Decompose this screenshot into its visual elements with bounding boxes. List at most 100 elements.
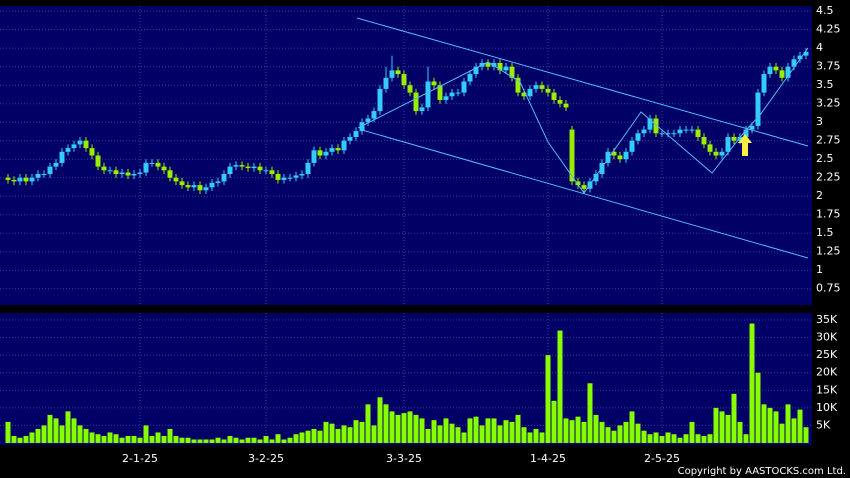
- candle-body: [629, 140, 635, 152]
- candle-body: [659, 133, 665, 135]
- candle-body: [179, 181, 185, 186]
- candle-body: [413, 92, 419, 112]
- volume-bar: [203, 439, 209, 443]
- volume-bar: [515, 414, 521, 443]
- y-tick-label: 3.75: [816, 60, 841, 73]
- volume-bar: [455, 427, 461, 443]
- candle-body: [575, 181, 581, 186]
- volume-bar: [53, 418, 59, 443]
- candle-body: [755, 92, 761, 126]
- candle-body: [569, 129, 575, 182]
- volume-bar: [479, 425, 485, 443]
- volume-bar: [77, 425, 83, 443]
- volume-bar: [197, 439, 203, 443]
- candle-body: [281, 177, 287, 180]
- volume-bar: [89, 432, 95, 443]
- volume-bar: [719, 411, 725, 443]
- volume-bar: [785, 404, 791, 443]
- candle-body: [791, 59, 797, 67]
- volume-bar: [263, 435, 269, 443]
- candle-body: [461, 81, 467, 93]
- volume-bar: [389, 411, 395, 443]
- volume-bar: [431, 420, 437, 443]
- signal-arrow: [738, 134, 752, 156]
- candle-body: [467, 74, 473, 82]
- candle-body: [437, 85, 443, 100]
- volume-bar: [347, 427, 353, 443]
- candle-body: [371, 111, 377, 119]
- candle-body: [305, 162, 311, 175]
- volume-bar: [803, 427, 809, 443]
- candle-body: [89, 148, 95, 156]
- candle-body: [761, 74, 767, 93]
- candle-body: [725, 136, 731, 152]
- candle-body: [341, 140, 347, 151]
- candle-body: [395, 70, 401, 75]
- volume-bar: [353, 420, 359, 443]
- candle-body: [131, 174, 137, 176]
- volume-bar: [365, 404, 371, 443]
- candle-body: [443, 96, 449, 100]
- volume-bar: [581, 421, 587, 443]
- candle-body: [509, 66, 515, 78]
- candle-body: [497, 62, 503, 71]
- volume-bar: [101, 435, 107, 443]
- candle-body: [197, 185, 203, 191]
- candle-body: [353, 131, 359, 137]
- volume-bar: [341, 425, 347, 443]
- candle-body: [635, 133, 641, 141]
- volume-bar: [257, 439, 263, 443]
- volume-bar: [737, 421, 743, 443]
- volume-tick-label: 30K: [816, 331, 838, 344]
- candle-body: [263, 170, 269, 172]
- volume-bar: [425, 428, 431, 443]
- candle-body: [749, 125, 755, 130]
- volume-bar: [221, 439, 227, 443]
- volume-bar: [317, 430, 323, 443]
- candle-body: [311, 150, 317, 163]
- candle-body: [35, 174, 41, 178]
- x-tick-label: 3-2-25: [248, 452, 284, 465]
- candle-body: [161, 166, 167, 171]
- volume-bar: [11, 435, 17, 443]
- volume-bar: [185, 437, 191, 443]
- candle-body: [29, 177, 35, 182]
- volume-bar: [107, 432, 113, 443]
- candle-body: [125, 172, 131, 176]
- y-tick-label: 2: [816, 189, 823, 202]
- volume-bar: [629, 411, 635, 443]
- candle-body: [551, 92, 557, 100]
- candle-body: [293, 175, 299, 178]
- y-tick-label: 2.25: [816, 171, 841, 184]
- candle-body: [641, 129, 647, 134]
- volume-bar: [659, 435, 665, 443]
- volume-bar: [131, 435, 137, 443]
- candle-body: [485, 62, 491, 67]
- candle-body: [683, 129, 689, 131]
- candle-body: [257, 166, 263, 171]
- volume-bar: [287, 437, 293, 443]
- volume-bar: [461, 432, 467, 443]
- volume-bar: [743, 434, 749, 443]
- volume-tick-label: 35K: [816, 313, 838, 326]
- candle-body: [347, 136, 353, 141]
- candle-body: [593, 174, 599, 182]
- channel-upper: [356, 17, 809, 147]
- volume-bar: [491, 418, 497, 443]
- candle-body: [95, 155, 101, 167]
- volume-bar: [677, 437, 683, 443]
- candle-body: [701, 136, 707, 145]
- volume-bar: [167, 428, 173, 443]
- candle-body: [455, 92, 461, 94]
- candle-body: [743, 129, 749, 137]
- candle-body: [515, 77, 521, 93]
- volume-bar: [773, 411, 779, 443]
- volume-bar: [35, 428, 41, 443]
- y-tick-label: 4: [816, 41, 823, 54]
- volume-bar: [125, 435, 131, 443]
- candle-body: [113, 170, 119, 175]
- candle-body: [275, 174, 281, 180]
- volume-bar: [437, 425, 443, 443]
- volume-bar: [377, 397, 383, 443]
- volume-bar: [545, 355, 551, 443]
